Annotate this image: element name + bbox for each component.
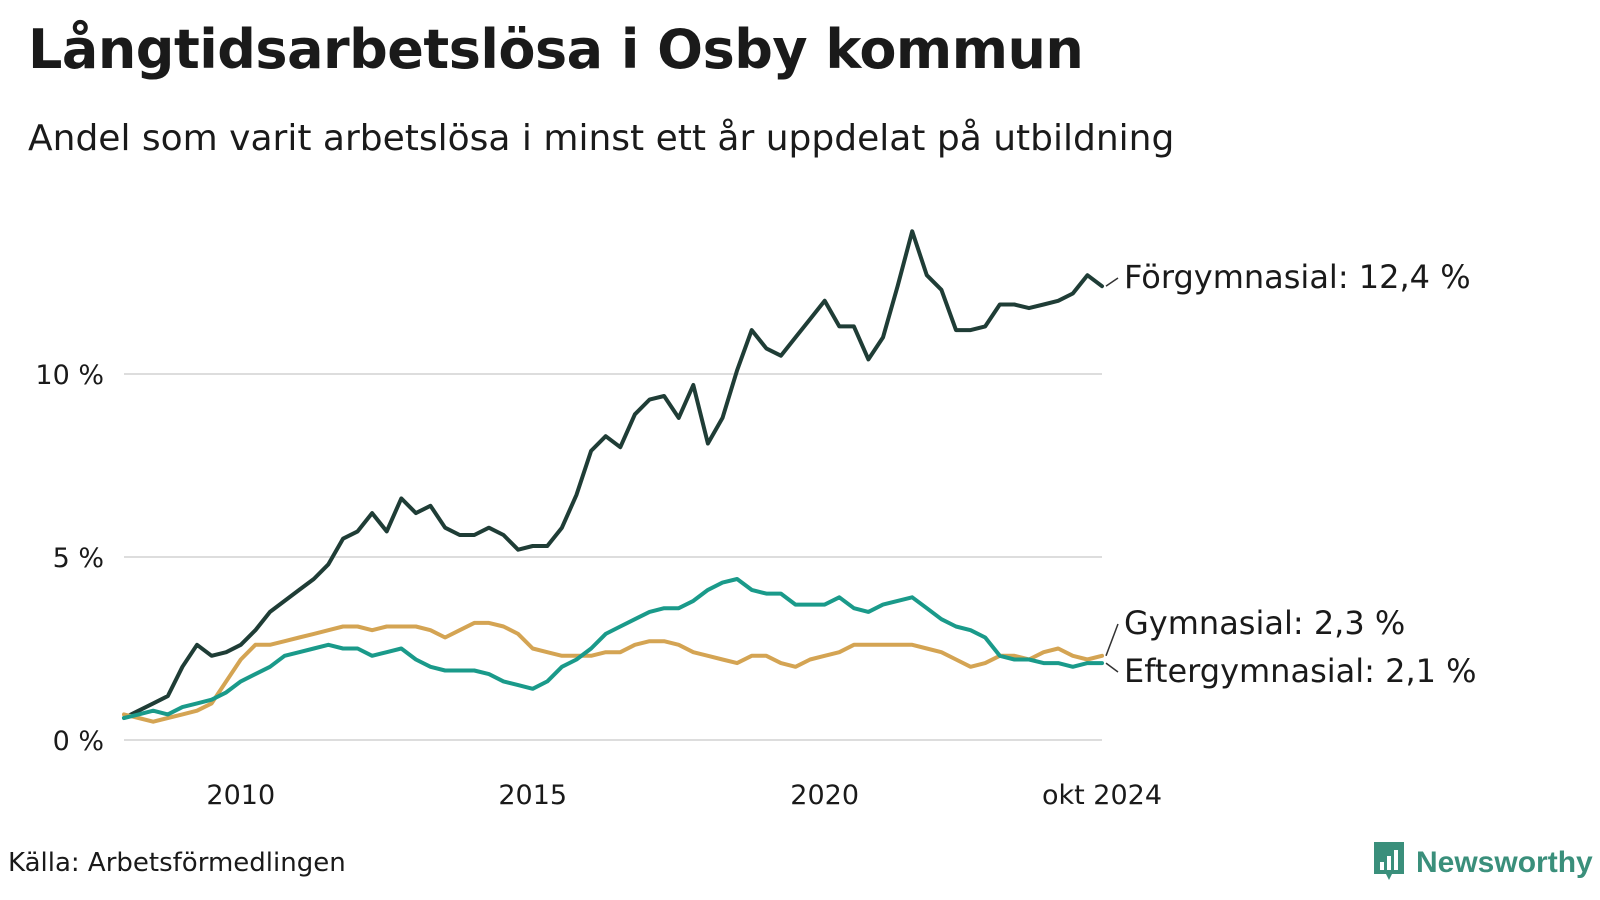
x-tick-label: okt 2024 bbox=[1042, 780, 1162, 811]
y-tick-label: 0 % bbox=[53, 726, 104, 757]
x-tick-label: 2015 bbox=[498, 780, 567, 811]
grid-lines bbox=[124, 373, 1102, 741]
brand-logo[interactable]: Newsworthy bbox=[1372, 840, 1593, 886]
series-line-gymnasial bbox=[122, 620, 1104, 724]
y-tick-label: 5 % bbox=[53, 543, 104, 574]
x-tick-label: 2010 bbox=[206, 780, 275, 811]
series-lines bbox=[122, 229, 1104, 724]
label-leader-line bbox=[1105, 277, 1119, 287]
series-end-label: Gymnasial: 2,3 % bbox=[1124, 604, 1405, 642]
newsworthy-logo-icon bbox=[1372, 840, 1406, 886]
series-end-label: Förgymnasial: 12,4 % bbox=[1124, 258, 1471, 296]
y-axis-ticks: 0 % 5 % 10 % bbox=[35, 360, 104, 757]
chart-subtitle: Andel som varit arbetslösa i minst ett å… bbox=[28, 118, 1175, 159]
label-leader-line bbox=[1105, 623, 1119, 657]
y-tick-label: 10 % bbox=[35, 360, 104, 391]
series-line-eftergymnasial bbox=[122, 577, 1104, 720]
chart-title: Långtidsarbetslösa i Osby kommun bbox=[28, 18, 1084, 81]
brand-name: Newsworthy bbox=[1416, 846, 1593, 879]
source-note: Källa: Arbetsförmedlingen bbox=[8, 848, 346, 878]
series-end-labels: Förgymnasial: 12,4 % Gymnasial: 2,3 % Efte… bbox=[1105, 258, 1477, 690]
x-tick-label: 2020 bbox=[790, 780, 859, 811]
label-leader-line bbox=[1105, 662, 1119, 673]
series-end-label: Eftergymnasial: 2,1 % bbox=[1124, 652, 1477, 690]
series-line-förgymnasial bbox=[122, 229, 1104, 720]
x-axis-ticks: 2010 2015 2020 okt 2024 bbox=[206, 780, 1162, 811]
